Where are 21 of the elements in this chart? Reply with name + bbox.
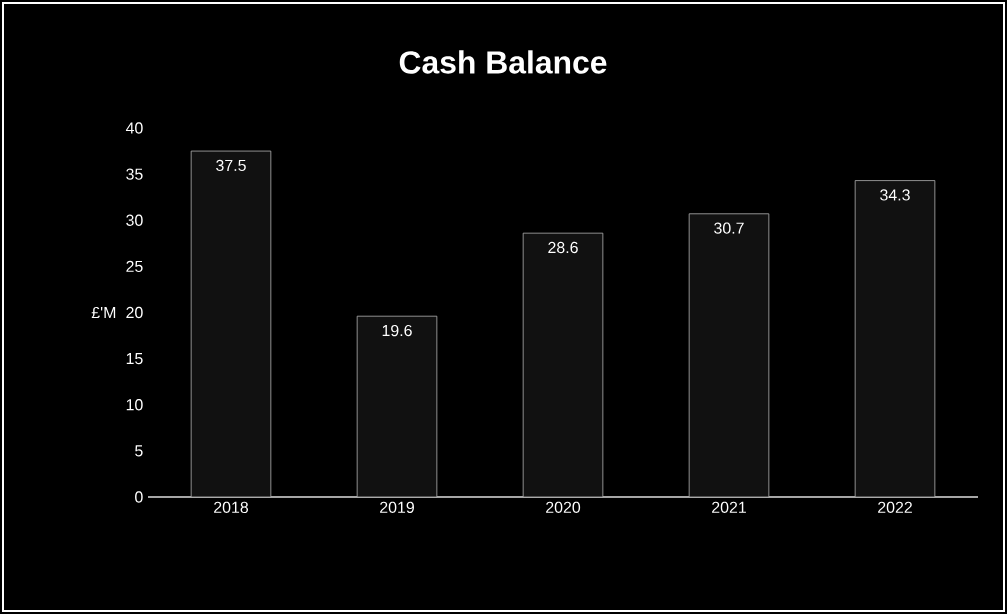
x-tick-label: 2022: [878, 501, 912, 513]
y-tick-label: 35: [126, 168, 143, 180]
data-label: 19.6: [382, 324, 412, 337]
y-tick-label: 40: [125, 122, 143, 134]
y-tick-label: 15: [126, 353, 143, 365]
data-label: 37.5: [216, 159, 246, 172]
x-tick-label: 2021: [712, 501, 746, 513]
y-tick-label: 20: [126, 306, 143, 319]
x-tick-label: 2019: [380, 501, 414, 513]
data-label: 28.6: [548, 241, 578, 254]
y-axis-title: £'M: [91, 306, 116, 319]
y-tick-label: 10: [126, 399, 143, 411]
data-label: 30.7: [714, 222, 744, 234]
y-tick-label: 0: [135, 491, 143, 503]
y-tick-label: 25: [126, 260, 143, 273]
x-tick-label: 2020: [546, 501, 581, 513]
data-label: 34.3: [880, 189, 910, 201]
x-tick-label: 2018: [214, 501, 249, 513]
y-tick-label: 5: [135, 445, 143, 457]
chart-title: Cash Balance: [399, 50, 607, 74]
y-tick-label: 30: [126, 214, 143, 226]
